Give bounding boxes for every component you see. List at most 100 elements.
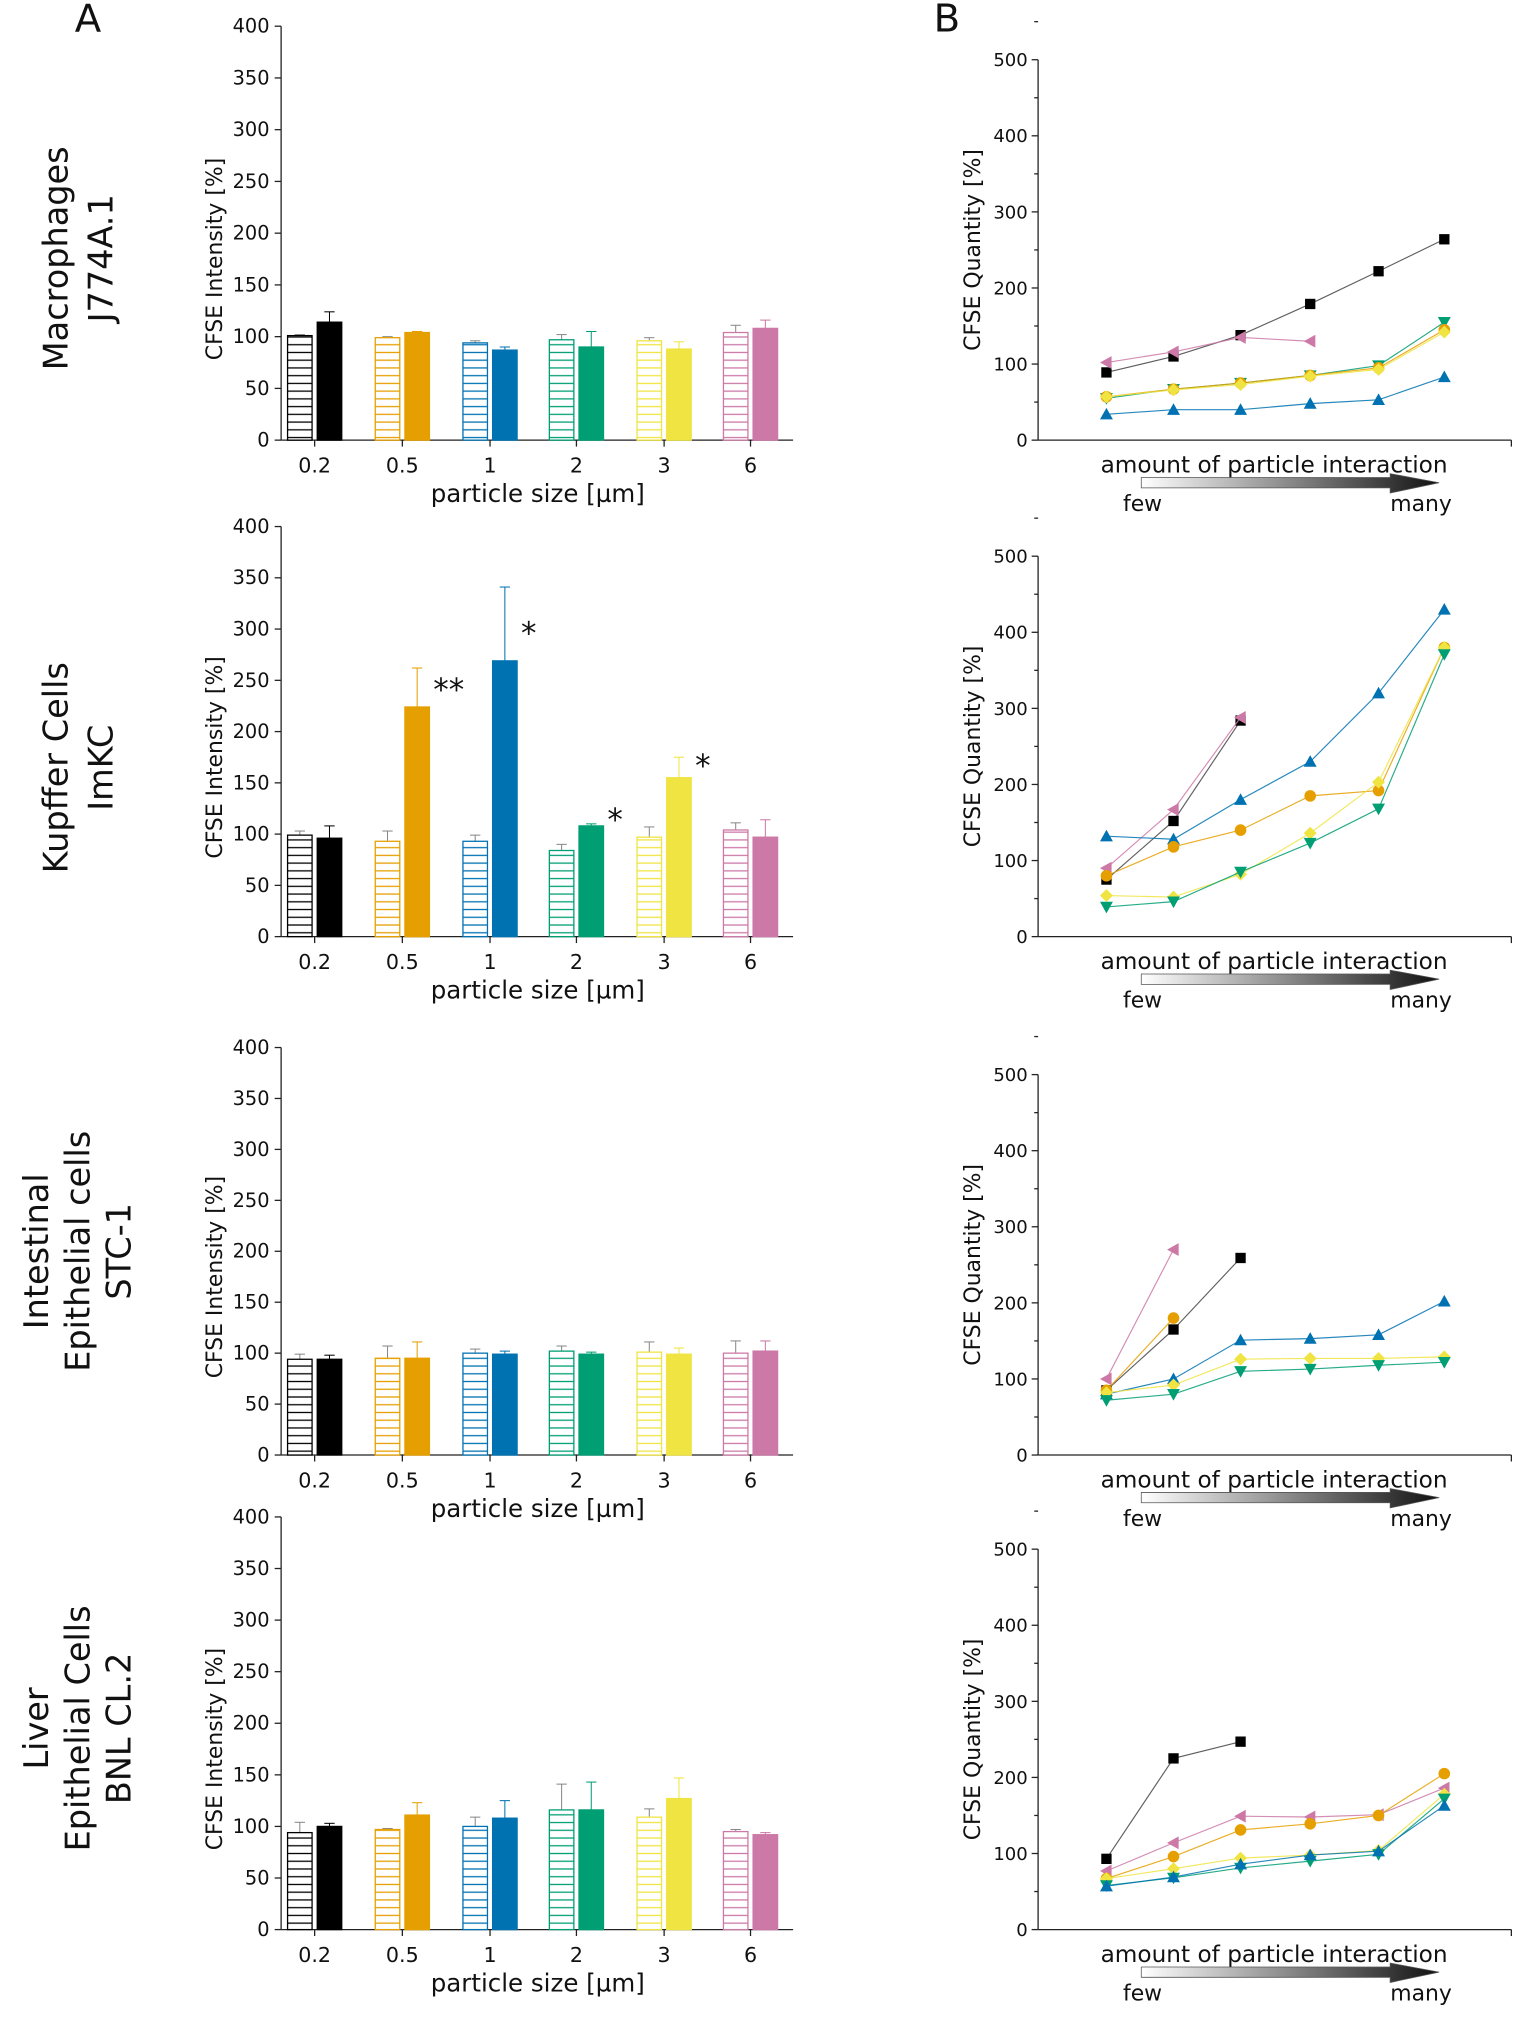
series-line: [1106, 1317, 1174, 1391]
series-1: [1099, 603, 1451, 845]
bar: [491, 660, 518, 938]
x-tick-label: 6: [744, 1468, 757, 1492]
data-point: [1168, 1753, 1179, 1764]
data-point: [1438, 1767, 1451, 1780]
data-point: [1234, 793, 1248, 805]
data-point: [1303, 334, 1316, 348]
y-tick-label: 50: [245, 377, 270, 400]
data-point: [1234, 1857, 1248, 1870]
data-point: [1372, 362, 1385, 376]
data-point: [1101, 367, 1112, 378]
series-3: [1099, 641, 1451, 904]
y-tick-label: 500: [993, 547, 1027, 568]
x-tick-label: 1: [483, 1468, 496, 1492]
data-point: [1167, 1870, 1180, 1883]
y-tick-label: 50: [245, 874, 270, 897]
y-axis-title: CFSE Intensity [%]: [203, 1176, 228, 1378]
arrow-label-many: many: [1390, 989, 1452, 1014]
x-tick-label: 3: [658, 1943, 671, 1967]
series-line: [1106, 654, 1445, 908]
data-point: [1437, 325, 1451, 339]
data-point: [1303, 826, 1317, 840]
x-tick-label: 0.2: [298, 950, 331, 974]
data-point: [1167, 803, 1179, 817]
x-tick-label: 0.5: [386, 1943, 419, 1967]
bar: [752, 1350, 779, 1456]
bar: [548, 339, 575, 441]
series-line: [1106, 329, 1445, 398]
data-point: [1437, 649, 1451, 661]
y-tick-label: 100: [233, 823, 270, 846]
bar: [316, 1358, 343, 1456]
series-line: [1106, 1257, 1241, 1391]
data-point: [1100, 869, 1113, 882]
y-tick-label: 350: [233, 566, 270, 589]
data-point: [1303, 755, 1317, 767]
data-point: [1372, 803, 1385, 816]
y-tick-label: 250: [233, 1660, 270, 1683]
y-tick-label: 0: [1016, 927, 1027, 948]
series-line: [1106, 238, 1445, 373]
significance-marker: *: [607, 802, 622, 838]
series-line: [1106, 1300, 1445, 1395]
y-tick-label: 300: [993, 202, 1027, 223]
arrow-label-many: many: [1390, 1507, 1452, 1532]
y-axis-title: CFSE Intensity [%]: [203, 656, 228, 858]
data-point: [1099, 829, 1113, 842]
series-line: [1106, 609, 1445, 840]
data-point: [1235, 1736, 1246, 1747]
x-axis-title: particle size [µm]: [431, 1968, 645, 1997]
bar: [462, 1352, 489, 1456]
bar: [316, 837, 343, 938]
bar: [722, 331, 749, 441]
y-tick-label: 100: [233, 1342, 270, 1365]
significance-marker: *: [521, 616, 536, 652]
bar: [286, 1831, 313, 1931]
series-1: [1099, 1799, 1451, 1892]
y-tick-label: 500: [993, 1065, 1027, 1086]
series-6: [1099, 1243, 1179, 1386]
data-point: [1437, 1357, 1451, 1369]
row-label: ImKC: [82, 725, 121, 811]
series-line: [1106, 1793, 1445, 1880]
y-tick-label: 400: [233, 15, 270, 38]
y-tick-label: 200: [993, 1293, 1027, 1314]
y-tick-label: 200: [993, 278, 1027, 299]
data-point: [1437, 370, 1451, 383]
x-tick-label: 2: [570, 453, 583, 477]
arrow-label-few: few: [1123, 492, 1162, 517]
bar: [374, 1357, 401, 1456]
data-point: [1373, 266, 1384, 277]
y-tick-label: 100: [993, 1369, 1027, 1390]
data-point: [1101, 1853, 1112, 1864]
y-tick-label: 300: [233, 1609, 270, 1632]
bar: [578, 825, 605, 938]
row-label: Intestinal: [17, 1173, 56, 1329]
data-point: [1168, 1324, 1179, 1335]
bar: [491, 349, 518, 441]
data-point: [1235, 1252, 1246, 1264]
y-axis-title: CFSE Intensity [%]: [203, 158, 228, 360]
bar: [316, 321, 343, 441]
row-label: Macrophages: [37, 146, 76, 370]
data-point: [1372, 1844, 1385, 1857]
series-0.5: [1100, 1767, 1451, 1885]
y-tick-label: 300: [233, 1138, 270, 1161]
y-tick-label: 400: [233, 515, 270, 538]
y-tick-label: 400: [233, 1036, 270, 1059]
bar: [548, 1350, 575, 1456]
bar-chart: 0 50 100 150 200 250 300 350 400 CFSE Intensity […: [203, 15, 794, 508]
bar: [722, 1830, 749, 1931]
y-axis-title: CFSE Intensity [%]: [203, 1648, 228, 1850]
bar: [462, 840, 489, 938]
data-point: [1099, 889, 1113, 902]
bar: [666, 1353, 692, 1456]
x-tick-label: 3: [658, 1468, 671, 1492]
y-tick-label: 400: [993, 1141, 1027, 1162]
y-tick-label: 250: [233, 1189, 270, 1212]
y-tick-label: 0: [257, 1443, 269, 1466]
data-point: [1099, 1395, 1113, 1407]
data-point: [1304, 790, 1316, 802]
